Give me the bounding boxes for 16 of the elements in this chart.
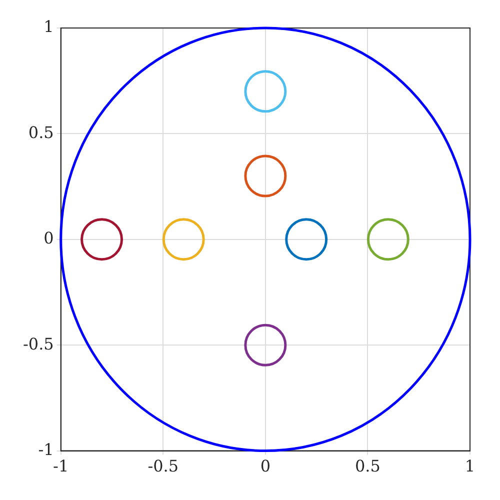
point [162, 218, 205, 261]
y-tick-label: 1 [44, 17, 54, 36]
x-tick-label: 1 [464, 456, 476, 476]
x-tick-label: 0.5 [354, 456, 380, 476]
y-tick-label: 0.5 [28, 122, 54, 142]
point [244, 70, 287, 113]
point [80, 218, 124, 261]
point [285, 218, 328, 261]
x-tick-label: -0.5 [148, 456, 179, 476]
y-tick-label: -1 [38, 440, 54, 459]
point [244, 154, 287, 198]
point [244, 324, 287, 366]
x-tick-label: 0 [260, 456, 271, 476]
point [366, 218, 410, 261]
y-tick-label: -0.5 [22, 334, 54, 354]
y-tick-label: 0 [44, 228, 54, 248]
